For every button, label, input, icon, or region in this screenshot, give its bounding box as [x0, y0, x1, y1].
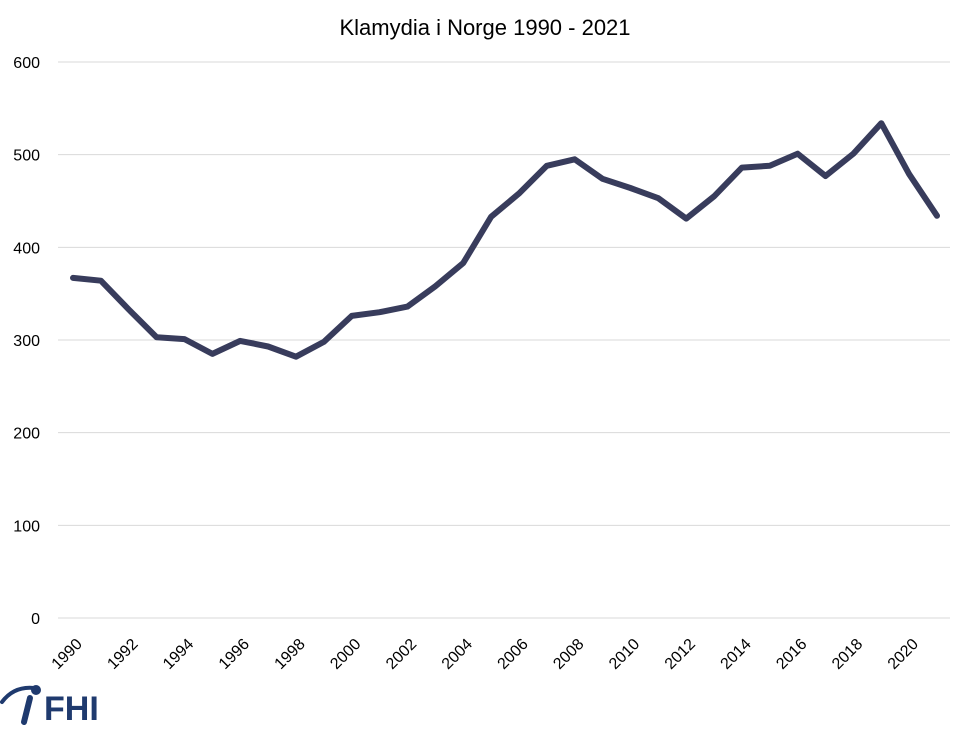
fhi-arc-logo-icon [0, 685, 41, 725]
x-tick-label: 2000 [327, 636, 364, 673]
series-layer [70, 120, 940, 360]
fhi-logo-text: FHI [44, 690, 99, 726]
y-tick-label: 400 [13, 240, 40, 257]
x-tick-label: 1998 [272, 636, 309, 673]
y-tick-label: 300 [13, 333, 40, 350]
x-tick-label: 1992 [104, 636, 141, 673]
x-tick-label: 2016 [773, 636, 810, 673]
series-line-0 [70, 120, 940, 360]
x-tick-label: 1996 [216, 636, 253, 673]
x-tick-label: 2012 [662, 636, 699, 673]
x-tick-label: 2010 [606, 636, 643, 673]
x-tick-label: 1994 [160, 636, 197, 673]
y-tick-label: 0 [31, 611, 40, 628]
y-tick-label: 200 [13, 426, 40, 443]
chart-title: Klamydia i Norge 1990 - 2021 [339, 15, 630, 40]
x-tick-label: 2014 [718, 636, 755, 673]
x-tick-label: 2020 [885, 636, 922, 673]
grid-lines [58, 61, 950, 619]
y-tick-label: 100 [13, 518, 40, 535]
x-tick-label: 2002 [383, 636, 420, 673]
x-tick-label: 2008 [550, 636, 587, 673]
y-tick-label: 500 [13, 148, 40, 165]
x-tick-label: 2006 [495, 636, 532, 673]
x-axis: 1990 1992 1994 1996 1998 2000 2002 2004 2006 2008… [49, 636, 922, 673]
x-tick-label: 2018 [829, 636, 866, 673]
y-tick-label: 600 [13, 55, 40, 72]
y-axis: 0 100 200 300 400 500 600 [13, 55, 40, 628]
x-tick-label: 1990 [49, 636, 86, 673]
fhi-logo: FHI [0, 680, 115, 728]
x-tick-label: 2004 [439, 636, 476, 673]
